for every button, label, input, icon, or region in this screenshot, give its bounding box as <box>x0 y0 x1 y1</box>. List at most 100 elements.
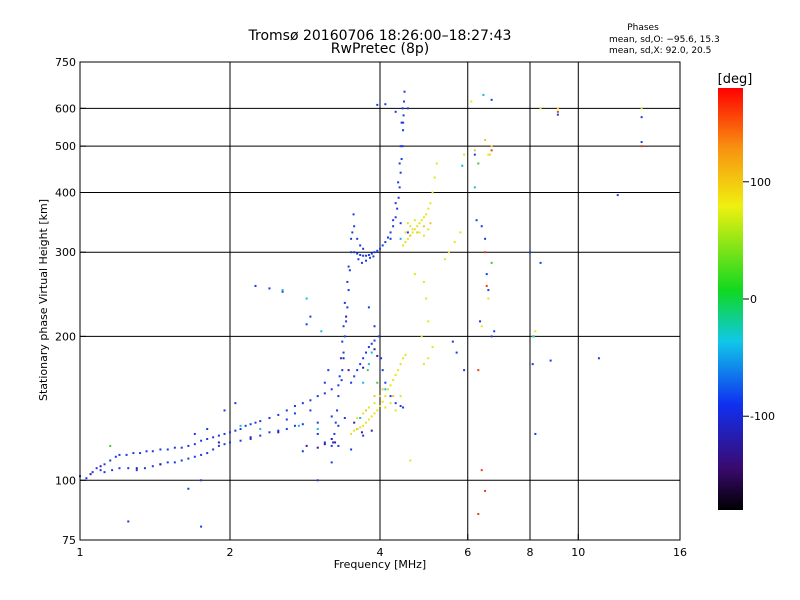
data-point <box>234 429 237 432</box>
data-point <box>381 388 384 391</box>
data-point <box>330 444 333 447</box>
data-point <box>373 348 376 351</box>
data-point <box>159 448 162 451</box>
data-point <box>239 428 242 431</box>
data-point <box>399 222 402 225</box>
data-point <box>341 369 344 372</box>
data-point <box>301 402 304 405</box>
data-point <box>425 297 428 300</box>
phases-line-o: mean, sd,O: −95.6, 15.3 <box>609 35 720 45</box>
data-point <box>357 258 360 261</box>
data-point <box>362 254 365 257</box>
data-point <box>362 434 365 437</box>
data-point <box>399 363 402 366</box>
data-point <box>386 236 389 239</box>
x-tick-label: 10 <box>571 546 585 559</box>
data-point <box>193 443 196 446</box>
data-point <box>531 335 534 338</box>
data-point <box>285 409 288 412</box>
data-point <box>348 269 351 272</box>
data-point <box>337 395 340 398</box>
data-points <box>79 90 643 528</box>
data-point <box>411 228 414 231</box>
data-point <box>379 395 381 398</box>
data-point <box>135 467 138 470</box>
data-point <box>485 273 488 276</box>
data-point <box>463 369 466 372</box>
data-point <box>127 520 130 523</box>
data-point <box>356 237 359 240</box>
data-point <box>399 171 402 174</box>
data-point <box>330 461 333 464</box>
data-point <box>99 469 102 472</box>
data-point <box>422 216 425 219</box>
data-point <box>341 340 344 343</box>
data-point <box>293 424 296 427</box>
grid-lines <box>80 62 680 540</box>
data-point <box>352 213 355 216</box>
data-point <box>334 421 337 424</box>
data-point <box>473 153 476 156</box>
colorbar-label: [deg] <box>718 72 753 87</box>
data-point <box>365 254 368 257</box>
data-point <box>337 384 340 387</box>
data-point <box>359 244 362 247</box>
data-point <box>394 202 397 205</box>
data-point <box>402 114 405 117</box>
data-point <box>217 441 220 444</box>
data-point <box>343 416 346 419</box>
data-point <box>370 342 373 345</box>
data-point <box>259 428 262 431</box>
data-point <box>353 375 356 378</box>
data-point <box>459 231 462 234</box>
data-point <box>401 107 404 110</box>
data-point <box>353 225 356 228</box>
data-point <box>217 434 220 437</box>
data-point <box>402 357 405 360</box>
data-point <box>200 453 203 456</box>
data-point <box>489 153 492 156</box>
data-point <box>473 186 476 189</box>
data-point <box>109 444 112 447</box>
data-point <box>413 219 416 222</box>
data-point <box>369 256 372 259</box>
data-point <box>338 375 341 378</box>
data-point <box>259 420 262 423</box>
data-point <box>370 415 373 418</box>
data-point <box>400 121 403 124</box>
data-point <box>416 225 419 228</box>
data-point <box>85 477 88 480</box>
data-point <box>200 525 203 528</box>
data-point <box>350 432 353 435</box>
data-point <box>212 448 215 451</box>
data-point <box>362 366 365 369</box>
data-point <box>640 141 643 144</box>
data-point <box>384 406 387 409</box>
data-point <box>316 428 319 431</box>
data-point <box>301 450 304 453</box>
data-point <box>418 231 421 234</box>
data-point <box>556 107 559 110</box>
data-point <box>239 439 242 442</box>
data-point <box>249 436 252 439</box>
data-point <box>223 432 226 435</box>
data-point <box>422 363 425 366</box>
x-tick-label: 4 <box>377 546 384 559</box>
data-point <box>345 320 348 323</box>
data-point <box>409 225 412 228</box>
data-point <box>367 406 370 409</box>
data-point <box>429 202 432 205</box>
data-point <box>229 441 231 444</box>
data-point <box>376 354 379 357</box>
data-point <box>193 432 196 435</box>
phases-heading: Phases <box>627 23 659 33</box>
data-point <box>473 149 476 152</box>
data-point <box>490 98 493 101</box>
data-point <box>485 284 488 287</box>
data-point <box>493 330 496 333</box>
data-point <box>404 241 407 244</box>
data-point <box>323 381 326 384</box>
data-point <box>420 335 423 338</box>
data-point <box>376 409 379 412</box>
data-point <box>399 395 402 398</box>
